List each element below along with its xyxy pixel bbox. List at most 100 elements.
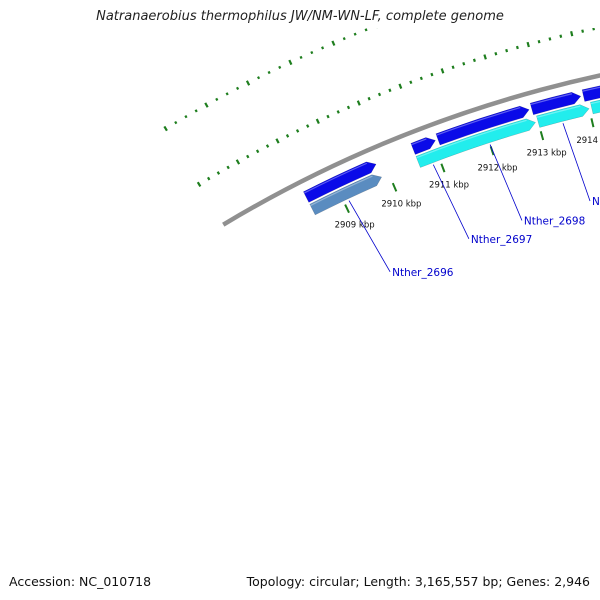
tick-label: 2911 kbp <box>429 180 469 190</box>
gc-skew-mark <box>267 70 271 75</box>
gc-skew-mark <box>472 58 476 63</box>
gene-label-leader <box>562 123 591 202</box>
gc-skew-mark <box>246 154 250 159</box>
gc-skew-mark <box>225 92 229 96</box>
gene-tracks <box>303 79 600 216</box>
gene-label-leaders: Nther_2696 Nther_2697 Nther_2698 Nther_2699… <box>348 123 600 279</box>
gc-skew-mark <box>559 34 563 38</box>
gene-label-leader <box>489 144 523 221</box>
gc-skew-mark <box>299 55 303 60</box>
gc-skew-mark <box>336 110 340 114</box>
gc-skew-mark <box>255 149 260 154</box>
gc-skew-mark <box>174 120 178 125</box>
gene-label[interactable]: Nther_2697 <box>471 234 532 246</box>
gc-skew-mark <box>376 28 378 29</box>
gene-label-leader <box>432 164 470 240</box>
kbp-ruler: 2909 kbp 2910 kbp 2911 kbp 2912 kbp 2913 kbp… <box>335 118 600 230</box>
gc-skew-mark <box>537 39 541 44</box>
gc-skew-mark <box>196 181 202 188</box>
gc-skew-mark <box>194 109 198 113</box>
gene-arrow-highlight <box>310 175 373 207</box>
gene-arrow[interactable] <box>435 105 530 146</box>
gc-skew-mark <box>184 115 188 119</box>
gene-label[interactable]: Nther_2696 <box>392 267 454 279</box>
tick-mark <box>440 163 446 173</box>
gc-skew-mark <box>592 28 595 31</box>
gene-arrow-highlight <box>590 100 600 105</box>
gc-skew-mark <box>356 100 361 106</box>
gc-skew-mark <box>443 1 444 3</box>
gc-skew-mark <box>288 59 293 66</box>
gc-skew-mark <box>548 37 552 41</box>
tick-mark <box>590 118 595 128</box>
gc-skew-mark <box>216 171 221 175</box>
gc-skew-mark <box>483 54 487 60</box>
tick-label: 2909 kbp <box>335 220 375 230</box>
gc-skew-mark <box>326 114 330 119</box>
gc-skew-mark <box>346 105 351 110</box>
gc-skew-mark <box>310 51 314 55</box>
gc-skew-mark <box>236 86 240 90</box>
gc-skew-mark <box>377 92 382 97</box>
gc-skew-mark <box>295 129 300 133</box>
tick-label: 2912 kbp <box>477 163 517 173</box>
gene-arrow[interactable] <box>410 137 436 155</box>
tick-mark <box>539 131 545 141</box>
gc-skew-mark <box>285 134 290 138</box>
gc-skew-mark <box>420 7 422 12</box>
tick-label: 2913 kbp <box>527 149 567 159</box>
gc-skew-mark <box>505 48 509 53</box>
gc-skew-mark <box>398 83 403 89</box>
gene-arrow-highlight <box>582 86 600 92</box>
tick-label: 2910 kbp <box>381 199 421 209</box>
gc-skew-mark <box>526 41 530 48</box>
gc-skew-mark <box>388 88 392 93</box>
gc-skew-mark <box>570 30 574 37</box>
gc-skew-mark <box>342 37 346 41</box>
accession-label: Accession: NC_010718 <box>9 574 152 589</box>
gene-arrow[interactable] <box>415 118 536 168</box>
gene-arrow-highlight <box>530 93 573 106</box>
gc-skew-mark <box>215 97 219 102</box>
gene-arrow[interactable] <box>303 161 377 203</box>
gene-label[interactable]: Nther_2699 <box>592 196 600 208</box>
gc-skew-mark <box>353 32 357 36</box>
gene-arrow-highlight <box>436 106 521 136</box>
gene-arrow-highlight <box>416 119 527 159</box>
gc-skew-mark <box>235 159 241 165</box>
gc-skew-mark <box>226 165 230 170</box>
gc-skew-track <box>163 1 595 188</box>
gc-skew-mark <box>581 29 585 33</box>
gene-arrow[interactable] <box>581 79 600 102</box>
gc-skew-mark <box>430 72 434 77</box>
gc-skew-mark <box>278 65 282 69</box>
gene-arrow[interactable] <box>536 104 590 128</box>
genome-summary-label: Topology: circular; Length: 3,165,557 bp… <box>246 574 590 589</box>
tick-mark <box>391 182 398 192</box>
gene-arrow-highlight <box>411 138 427 146</box>
gc-skew-mark <box>257 76 261 80</box>
tick-label: 2914 kbp <box>576 136 600 146</box>
gc-skew-mark <box>462 61 466 66</box>
gc-skew-mark <box>315 118 320 125</box>
gc-skew-mark <box>432 4 433 6</box>
gene-label[interactable]: Nther_2698 <box>524 215 585 227</box>
tick-mark <box>344 204 350 214</box>
gene-arrow[interactable] <box>309 174 383 216</box>
gc-skew-mark <box>275 138 280 144</box>
gene-arrow[interactable] <box>529 92 582 116</box>
gc-skew-mark <box>410 12 411 14</box>
gc-skew-mark <box>451 65 455 70</box>
gc-skew-mark <box>163 125 168 132</box>
gene-arrow[interactable] <box>590 93 600 115</box>
gene-arrow-highlight <box>303 162 368 194</box>
gc-skew-mark <box>515 45 519 50</box>
gc-skew-mark <box>399 16 400 18</box>
gc-skew-mark <box>265 144 270 148</box>
gc-skew-mark <box>494 51 498 56</box>
map-title: Natranaerobius thermophilus JW/NM-WN-LF,… <box>96 9 504 24</box>
gc-skew-mark <box>207 176 211 181</box>
gc-skew-mark <box>321 46 325 50</box>
gc-skew-mark <box>245 80 251 86</box>
